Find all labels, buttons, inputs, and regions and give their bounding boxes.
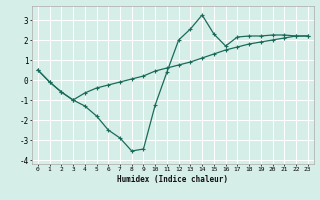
X-axis label: Humidex (Indice chaleur): Humidex (Indice chaleur) <box>117 175 228 184</box>
